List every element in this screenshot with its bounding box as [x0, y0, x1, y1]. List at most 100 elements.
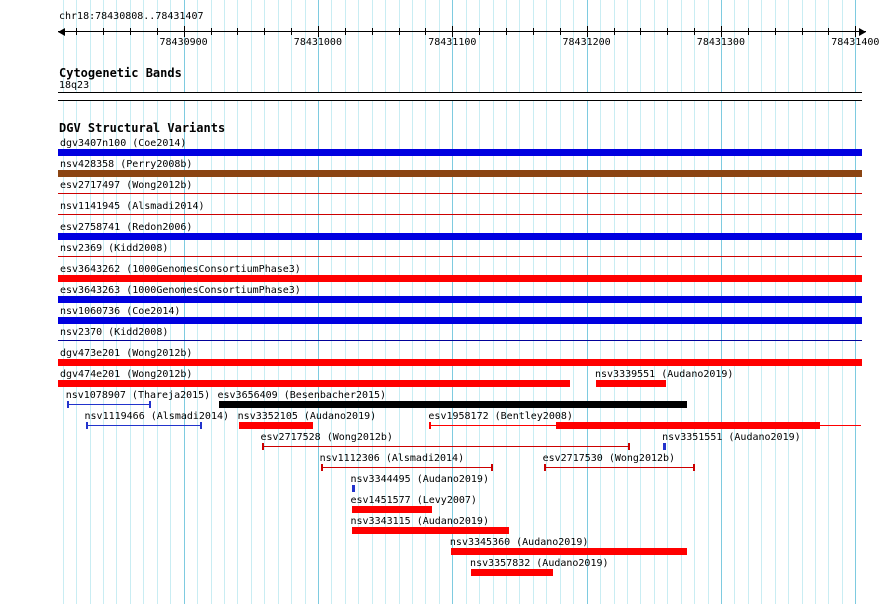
variant-bar[interactable]: [555, 422, 821, 429]
variant-bar[interactable]: [450, 548, 688, 555]
ruler-tick-label: 78431400: [831, 37, 880, 48]
variant-label[interactable]: nsv2370 (Kidd2008): [60, 327, 169, 338]
variant-bar[interactable]: [58, 380, 571, 387]
variant-endcap[interactable]: [66, 401, 69, 408]
variant-label[interactable]: dgv474e201 (Wong2012b): [60, 369, 193, 380]
ruler-tick: [855, 26, 857, 37]
variant-bar[interactable]: [66, 404, 152, 405]
variant-bar[interactable]: [58, 317, 862, 324]
variant-label[interactable]: dgv473e201 (Wong2012b): [60, 348, 193, 359]
ruler-tick: [183, 26, 185, 37]
variant-label[interactable]: nsv3343115 (Audano2019): [350, 516, 489, 527]
variant-bar[interactable]: [543, 467, 696, 468]
ruler-tick: [317, 26, 319, 37]
ruler-tick: [156, 28, 158, 35]
ruler-tick-label: 78431200: [562, 37, 611, 48]
variant-label[interactable]: esv3643262 (1000GenomesConsortiumPhase3): [60, 264, 301, 275]
variant-bar[interactable]: [471, 569, 553, 576]
variant-label[interactable]: nsv1112306 (Alsmadi2014): [319, 453, 465, 464]
variant-endcap[interactable]: [627, 443, 630, 450]
variant-endcap[interactable]: [200, 422, 203, 429]
variant-endcap[interactable]: [261, 443, 264, 450]
ruler-tick: [452, 26, 454, 37]
ruler-tick: [774, 28, 776, 35]
variant-label[interactable]: nsv3344495 (Audano2019): [350, 474, 489, 485]
cytoband-bar: [58, 92, 862, 101]
variant-bar[interactable]: [261, 446, 630, 447]
ruler-tick: [720, 26, 722, 37]
variant-endcap[interactable]: [490, 464, 493, 471]
variant-bar[interactable]: [351, 506, 433, 513]
ruler-tick: [694, 28, 696, 35]
variant-bar[interactable]: [58, 340, 862, 341]
variant-bar[interactable]: [663, 443, 667, 450]
variant-label[interactable]: esv1451577 (Levy2007): [350, 495, 477, 506]
variant-bar[interactable]: [238, 422, 313, 429]
location-title: chr18:78430808..78431407: [59, 11, 204, 22]
ruler[interactable]: 78430900 78431000 78431100 78431200 78431300…: [0, 0, 890, 50]
variant-endcap[interactable]: [85, 422, 88, 429]
ruler-line: [58, 31, 866, 32]
variant-bar[interactable]: [595, 380, 666, 387]
variant-bar[interactable]: [58, 296, 862, 303]
variant-bar[interactable]: [58, 193, 862, 194]
variant-label[interactable]: nsv3357832 (Audano2019): [470, 558, 609, 569]
ruler-tick: [103, 28, 104, 35]
variant-label[interactable]: esv2717528 (Wong2012b): [260, 432, 393, 443]
ruler-tick-label: 78431100: [428, 37, 477, 48]
variant-label[interactable]: nsv3352105 (Audano2019): [237, 411, 377, 422]
variant-label[interactable]: nsv1141945 (Alsmadi2014): [60, 201, 205, 212]
ruler-tick: [371, 28, 373, 35]
ruler-tick: [613, 28, 615, 35]
variant-label[interactable]: esv1958172 (Bentley2008): [428, 411, 573, 422]
variant-label[interactable]: nsv2369 (Kidd2008): [60, 243, 169, 254]
variant-label[interactable]: nsv1060736 (Coe2014): [60, 306, 181, 317]
variant-bar[interactable]: [58, 149, 862, 156]
ruler-tick: [640, 28, 642, 35]
variant-endcap[interactable]: [149, 401, 152, 408]
variant-bar[interactable]: [58, 214, 862, 215]
variant-label[interactable]: esv3656409 (Besenbacher2015): [217, 390, 387, 401]
variant-bar[interactable]: [351, 485, 355, 492]
variant-label[interactable]: esv3643263 (1000GenomesConsortiumPhase3): [60, 285, 301, 296]
variant-label[interactable]: nsv1078907 (Thareja2015): [65, 390, 211, 401]
variant-label[interactable]: nsv1119466 (Alsmadi2014): [84, 411, 230, 422]
variant-bar[interactable]: [58, 170, 862, 177]
variant-bar[interactable]: [351, 527, 509, 534]
variant-label[interactable]: nsv3345360 (Audano2019): [449, 537, 589, 548]
ruler-tick: [801, 28, 803, 35]
variant-label[interactable]: esv2717530 (Wong2012b): [542, 453, 676, 464]
ruler-tick-label: 78431000: [293, 37, 342, 48]
variant-bar[interactable]: [218, 401, 688, 408]
variant-bar[interactable]: [320, 467, 493, 468]
variant-endcap[interactable]: [320, 464, 323, 471]
section-title-cytogenetic-bands: Cytogenetic Bands: [59, 66, 182, 80]
variant-label[interactable]: esv2758741 (Redon2006): [60, 222, 193, 233]
ruler-tick: [237, 28, 239, 35]
ruler-tick: [506, 28, 507, 35]
variant-bar[interactable]: [58, 275, 862, 282]
variant-label[interactable]: nsv428358 (Perry2008b): [60, 159, 193, 170]
ruler-tick-label: 78430900: [159, 37, 208, 48]
ruler-tick: [479, 28, 481, 35]
variant-bar[interactable]: [58, 256, 862, 257]
variant-label[interactable]: nsv3339551 (Audano2019): [594, 369, 734, 380]
variant-label[interactable]: nsv3351551 (Audano2019): [662, 432, 801, 443]
ruler-tick: [291, 28, 293, 35]
variant-label[interactable]: dgv3407n100 (Coe2014): [60, 138, 187, 149]
variant-endcap[interactable]: [693, 464, 696, 471]
right-arrow-icon: [859, 28, 866, 36]
variant-bar[interactable]: [58, 359, 862, 366]
left-arrow-icon: [58, 28, 65, 36]
variant-endcap[interactable]: [429, 422, 432, 429]
ruler-tick: [747, 28, 749, 35]
ruler-tick-label: 78431300: [696, 37, 745, 48]
variant-bar[interactable]: [85, 425, 203, 426]
ruler-tick: [532, 28, 534, 35]
ruler-tick: [586, 26, 588, 37]
variant-label[interactable]: esv2717497 (Wong2012b): [60, 180, 193, 191]
variant-endcap[interactable]: [543, 464, 546, 471]
ruler-tick: [264, 28, 266, 35]
variant-bar[interactable]: [58, 233, 862, 240]
